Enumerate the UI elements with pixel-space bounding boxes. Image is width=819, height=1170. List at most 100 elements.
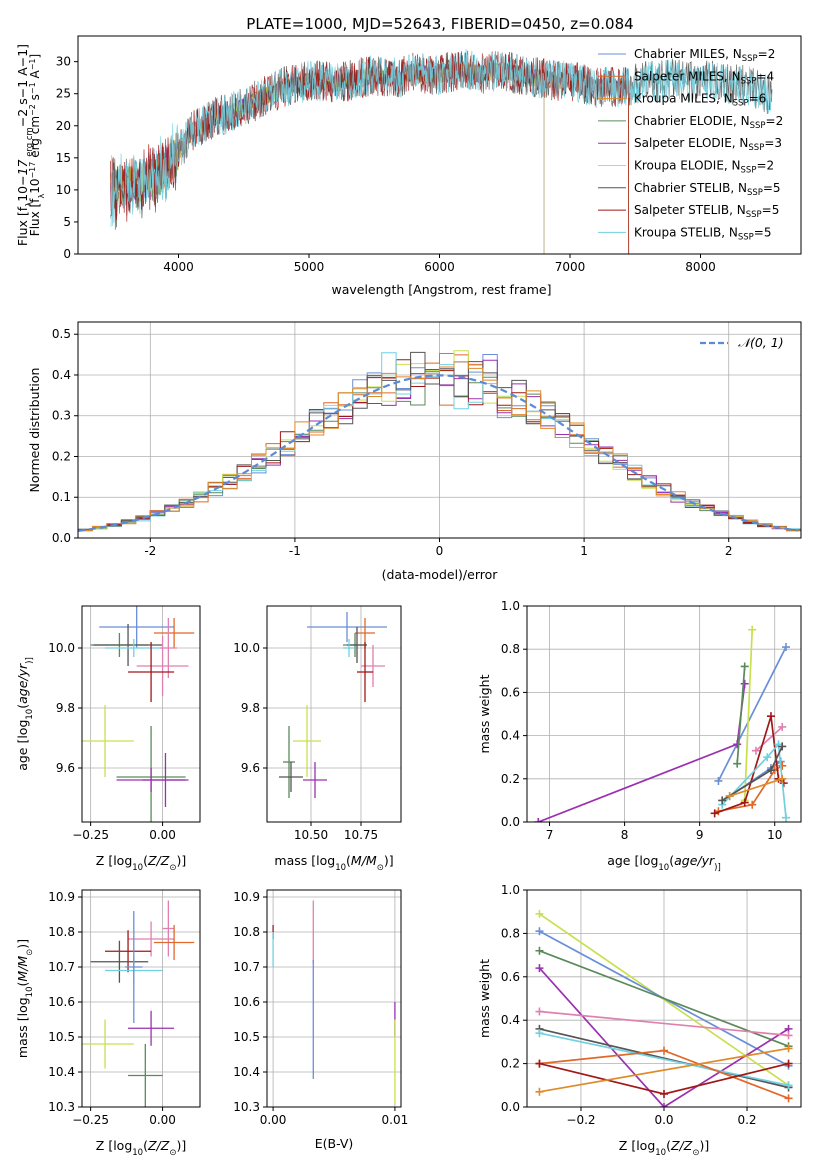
data-point xyxy=(535,946,544,955)
x-axis-label-part: Z/Z xyxy=(670,1138,693,1153)
plot-area xyxy=(78,350,801,532)
legend-entry-sub: SSP xyxy=(738,232,754,242)
y-axis-label-part: −17 xyxy=(28,162,37,179)
x-tick-label: 0 xyxy=(436,544,444,558)
y-axis-label: mass [log10(M/M⊙)] xyxy=(15,939,35,1058)
series-line xyxy=(537,683,746,822)
y-axis-label-part: mass [log xyxy=(15,997,30,1058)
x-tick-label: 7 xyxy=(546,828,554,842)
x-axis-label: mass [log10(M/M⊙)] xyxy=(274,853,393,873)
data-point xyxy=(660,1103,668,1107)
data-point xyxy=(748,625,757,634)
y-axis-label-part: −1 xyxy=(15,49,30,67)
plot-area xyxy=(82,900,195,1107)
x-axis-label: Z [log10(Z/Z⊙)] xyxy=(96,1138,186,1158)
plot-area xyxy=(534,625,790,822)
y-tick-label: 1.0 xyxy=(501,599,520,613)
legend-entry-name: Chabrier STELIB, N xyxy=(634,181,747,195)
legend-entry-suffix: =6 xyxy=(749,92,767,106)
legend-entry: Chabrier MILES, NSSP=2 xyxy=(634,47,775,64)
y-axis-label: Flux [fλ10−17 erg cm−2 s−1 A−1] xyxy=(28,54,46,236)
y-axis-label-part: )] xyxy=(15,939,30,949)
y-tick-label: 9.8 xyxy=(241,701,260,715)
data-point xyxy=(784,1081,793,1090)
series-line xyxy=(539,1010,789,1037)
data-point xyxy=(535,1029,544,1038)
x-axis-label-part: ( xyxy=(346,853,351,868)
data-point xyxy=(778,722,787,731)
legend-entry-sub: SSP xyxy=(747,188,763,198)
y-axis-label: mass weight xyxy=(477,674,492,753)
series-line xyxy=(755,726,783,752)
legend-entry-name: Kroupa ELODIE, N xyxy=(634,159,741,173)
y-axis-label-part: age [log xyxy=(15,720,30,771)
y-tick-label: 10.9 xyxy=(233,890,260,904)
y-axis-label-part: ( xyxy=(15,982,30,987)
x-tick-label: 2 xyxy=(725,544,733,558)
data-point xyxy=(766,712,775,721)
series-line xyxy=(718,765,783,813)
y-tick-label: 10.4 xyxy=(48,1065,75,1079)
x-axis-label-part: age [log xyxy=(607,853,658,868)
data-point xyxy=(733,740,742,749)
y-axis-label: age [log10(age/yr)] xyxy=(15,657,35,771)
x-tick-label: 8000 xyxy=(685,260,716,274)
y-tick-label: 10 xyxy=(56,183,71,197)
x-tick-label: 1 xyxy=(580,544,588,558)
normal-curve xyxy=(78,374,799,532)
series-line xyxy=(110,49,773,228)
y-tick-label: 0.2 xyxy=(52,449,71,463)
massweight-vs-metallicity-panel: −0.2 0.0 0.2 0.0 0.2 0.4 0.6 0.8 1.0 mass weight Z… xyxy=(477,883,802,1158)
x-axis-label-part: ⊙ xyxy=(692,1148,699,1158)
plot-area xyxy=(279,612,387,798)
legend-entry: Salpeter ELODIE, NSSP=3 xyxy=(634,136,782,153)
x-tick-label: −0.25 xyxy=(72,828,109,842)
data-point xyxy=(718,796,727,805)
series-line xyxy=(743,629,754,801)
data-point xyxy=(740,798,749,807)
legend-entry-suffix: =5 xyxy=(754,225,772,239)
spectrum-panel: 4000 5000 6000 7000 8000 0 5 10 15 20 25 30 Chabrier… xyxy=(15,35,802,297)
data-point xyxy=(725,792,734,801)
y-tick-label: 30 xyxy=(56,55,71,69)
y-axis-label-part: ( xyxy=(15,704,30,709)
y-axis-label-part: erg cm xyxy=(28,116,42,162)
plot-area xyxy=(272,900,396,1104)
y-tick-label: 9.6 xyxy=(56,761,75,775)
legend-entry: Salpeter STELIB, NSSP=5 xyxy=(634,203,779,220)
y-tick-label: 0.8 xyxy=(501,926,520,940)
mass-vs-metallicity-panel: −0.25 0.00 10.3 10.4 10.5 10.6 10.7 10.8 10.9 Z [… xyxy=(15,889,201,1158)
y-tick-label: 1.0 xyxy=(501,883,520,897)
data-point xyxy=(534,818,543,822)
y-axis-label: mass weight xyxy=(477,959,492,1038)
x-axis-label-part: )] xyxy=(176,853,186,868)
y-axis-label-part: −1 xyxy=(28,58,37,70)
x-axis-label-part: )] xyxy=(384,853,394,868)
data-point xyxy=(784,1059,793,1068)
axes-frame xyxy=(526,605,802,823)
x-axis-label-part: age/yr xyxy=(674,853,715,868)
legend-entry-suffix: =5 xyxy=(762,203,780,217)
legend-entry-sub: SSP xyxy=(733,99,749,109)
data-point xyxy=(748,800,757,809)
legend-entry: Kroupa ELODIE, NSSP=2 xyxy=(634,159,774,176)
y-axis-label-part: A xyxy=(28,69,42,82)
x-tick-label: 10 xyxy=(767,828,782,842)
y-axis-label-part: age/yr xyxy=(15,663,30,704)
y-axis-label-part: Flux [f xyxy=(15,206,30,246)
data-point xyxy=(778,742,787,751)
series-line xyxy=(729,777,783,797)
y-axis-label-part: )] xyxy=(25,657,35,664)
legend-entry-sub: SSP xyxy=(750,121,766,131)
y-tick-label: 10.6 xyxy=(233,995,260,1009)
legend-entry-name: Kroupa STELIB, N xyxy=(634,225,738,239)
legend-entry-name: Salpeter ELODIE, N xyxy=(634,136,748,150)
legend-entry: Chabrier STELIB, NSSP=5 xyxy=(634,181,781,198)
x-tick-label: 6000 xyxy=(424,260,455,274)
x-tick-label: −0.25 xyxy=(72,1113,109,1127)
data-point xyxy=(751,746,760,755)
y-axis-label-part: A xyxy=(15,67,30,80)
data-point xyxy=(784,1031,793,1040)
y-tick-label: 0.2 xyxy=(501,772,520,786)
